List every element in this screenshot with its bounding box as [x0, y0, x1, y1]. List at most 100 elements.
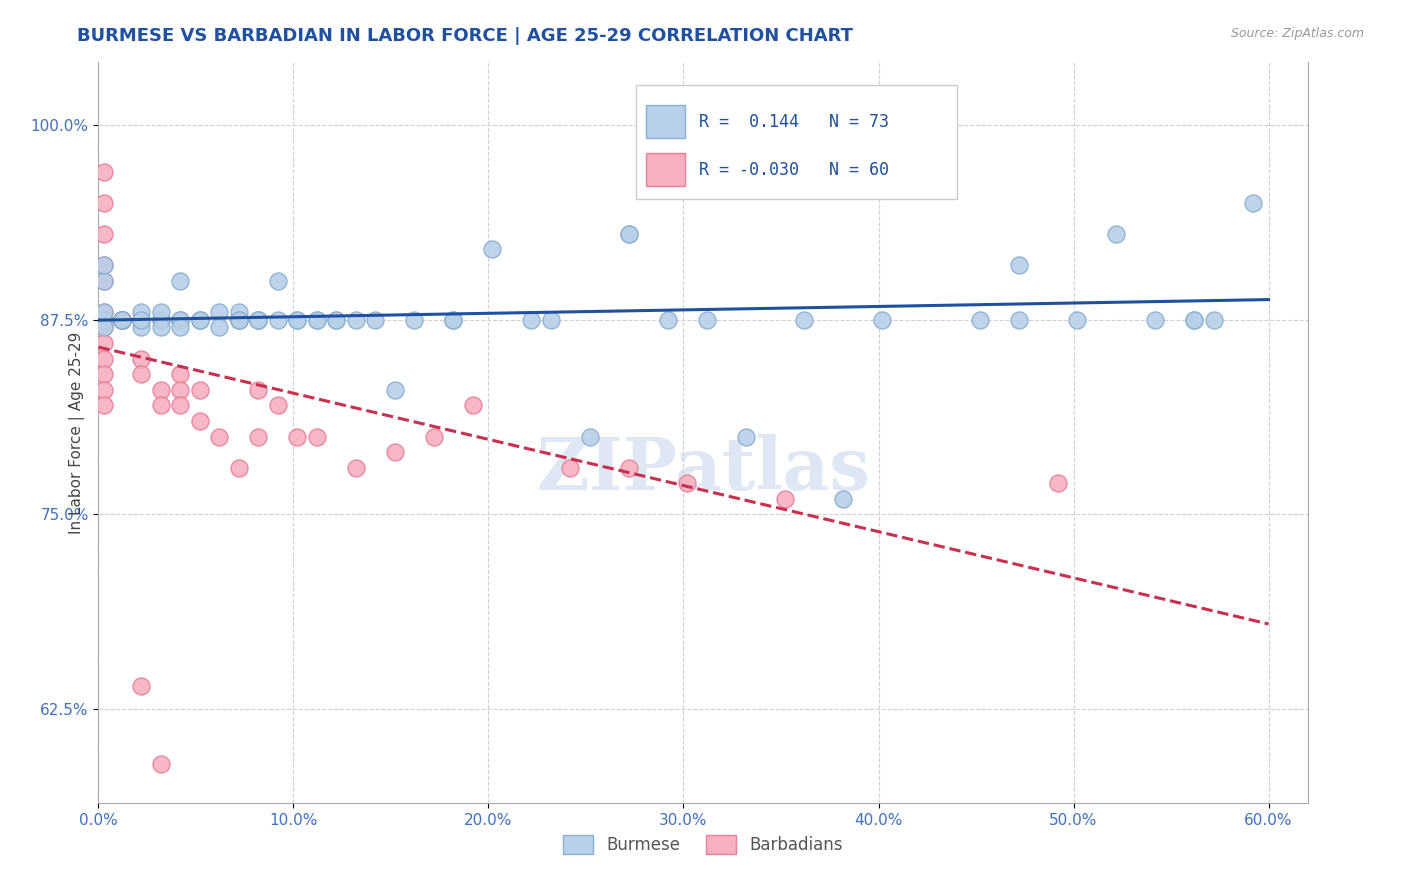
Point — [111, 312, 134, 326]
Point — [93, 312, 115, 326]
Point — [149, 305, 172, 319]
Point — [93, 312, 115, 326]
Point — [696, 312, 718, 326]
Point — [305, 429, 328, 443]
Point — [93, 305, 115, 319]
Point — [131, 367, 153, 381]
Point — [111, 312, 134, 326]
Point — [93, 351, 115, 366]
Point — [149, 312, 172, 326]
Point — [267, 274, 290, 288]
Point — [111, 312, 134, 326]
Point — [1144, 312, 1167, 326]
Text: R =  0.144   N = 73: R = 0.144 N = 73 — [699, 112, 890, 130]
Point — [93, 195, 115, 210]
FancyBboxPatch shape — [637, 85, 957, 200]
Point — [364, 312, 387, 326]
Point — [111, 312, 134, 326]
Point — [93, 320, 115, 334]
Point — [793, 312, 815, 326]
Point — [228, 460, 250, 475]
Point — [149, 312, 172, 326]
Point — [247, 312, 270, 326]
Point — [93, 305, 115, 319]
Point — [441, 312, 464, 326]
Y-axis label: In Labor Force | Age 25-29: In Labor Force | Age 25-29 — [69, 332, 84, 533]
Point — [93, 312, 115, 326]
Point — [93, 164, 115, 178]
Point — [169, 274, 191, 288]
Point — [131, 312, 153, 326]
Point — [208, 429, 231, 443]
Point — [929, 118, 952, 132]
Point — [481, 243, 503, 257]
Point — [93, 227, 115, 241]
Point — [617, 227, 640, 241]
Point — [228, 312, 250, 326]
Point — [773, 491, 796, 506]
Point — [169, 320, 191, 334]
Point — [111, 312, 134, 326]
Text: R = -0.030   N = 60: R = -0.030 N = 60 — [699, 161, 890, 178]
Point — [1241, 195, 1264, 210]
Point — [93, 312, 115, 326]
Point — [872, 312, 894, 326]
Point — [247, 383, 270, 397]
Point — [1066, 312, 1088, 326]
Point — [111, 312, 134, 326]
Point — [384, 383, 406, 397]
Point — [131, 312, 153, 326]
Point — [267, 312, 290, 326]
Point — [131, 320, 153, 334]
Point — [1184, 312, 1206, 326]
Point — [344, 460, 367, 475]
Point — [676, 476, 699, 491]
Point — [111, 312, 134, 326]
Point — [111, 312, 134, 326]
FancyBboxPatch shape — [647, 153, 685, 186]
Point — [247, 312, 270, 326]
Point — [285, 312, 308, 326]
Point — [441, 312, 464, 326]
Point — [1008, 258, 1031, 272]
Point — [93, 336, 115, 351]
Legend: Burmese, Barbadians: Burmese, Barbadians — [557, 829, 849, 861]
Point — [1105, 227, 1128, 241]
Point — [247, 312, 270, 326]
Point — [423, 429, 446, 443]
Point — [93, 320, 115, 334]
Point — [228, 312, 250, 326]
Point — [93, 312, 115, 326]
Point — [520, 312, 543, 326]
Point — [384, 445, 406, 459]
Point — [461, 398, 484, 412]
Point — [131, 312, 153, 326]
Point — [149, 756, 172, 771]
Point — [208, 305, 231, 319]
Point — [285, 429, 308, 443]
Point — [247, 429, 270, 443]
Point — [93, 312, 115, 326]
Point — [169, 383, 191, 397]
Point — [1008, 312, 1031, 326]
Point — [267, 398, 290, 412]
Point — [131, 679, 153, 693]
Point — [305, 312, 328, 326]
Point — [617, 460, 640, 475]
Point — [560, 460, 582, 475]
Point — [131, 305, 153, 319]
Point — [131, 312, 153, 326]
Point — [93, 274, 115, 288]
Point — [617, 227, 640, 241]
Point — [111, 312, 134, 326]
Point — [111, 312, 134, 326]
Point — [832, 491, 855, 506]
Point — [93, 367, 115, 381]
Point — [149, 320, 172, 334]
Point — [404, 312, 426, 326]
Point — [111, 312, 134, 326]
Point — [111, 312, 134, 326]
Point — [131, 312, 153, 326]
Point — [131, 351, 153, 366]
Point — [305, 312, 328, 326]
